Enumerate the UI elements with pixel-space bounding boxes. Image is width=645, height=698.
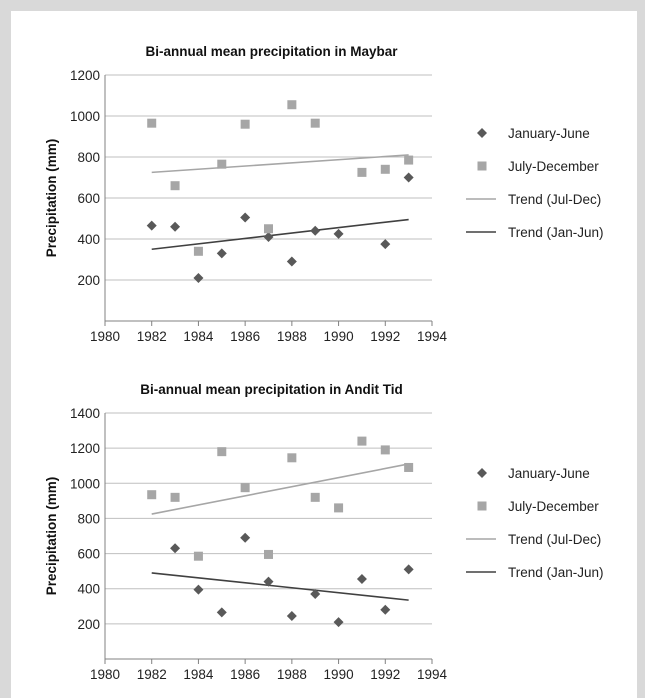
data-point-jul-dec — [310, 118, 320, 128]
data-point-jan-jun — [170, 221, 181, 232]
data-point-jul-dec — [193, 551, 203, 561]
data-point-jul-dec — [240, 483, 250, 493]
x-tick-label: 1994 — [417, 329, 448, 344]
legend-label: Trend (Jul-Dec) — [508, 532, 601, 547]
data-point-jan-jun — [146, 220, 157, 231]
x-tick-label: 1988 — [277, 667, 307, 682]
y-tick-label: 200 — [77, 273, 100, 288]
data-point-jul-dec — [334, 503, 344, 513]
y-tick-label: 1000 — [70, 476, 100, 491]
data-point-jan-jun — [263, 576, 274, 587]
data-point-jul-dec — [380, 164, 390, 174]
legend-label: Trend (Jul-Dec) — [508, 192, 601, 207]
data-point-jan-jun — [216, 248, 227, 259]
x-tick-label: 1980 — [90, 667, 120, 682]
y-tick-label: 600 — [77, 191, 100, 206]
data-point-jan-jun — [333, 228, 344, 239]
data-point-jul-dec — [170, 181, 180, 191]
y-tick-label: 400 — [77, 582, 100, 597]
chart-title: Bi-annual mean precipitation in Andit Ti… — [140, 382, 403, 397]
data-point-jan-jun — [240, 532, 251, 543]
y-tick-label: 1400 — [70, 406, 100, 421]
trend-line-jul-dec — [151, 463, 409, 515]
x-tick-label: 1986 — [230, 667, 260, 682]
data-point-jan-jun — [216, 607, 227, 618]
data-point-jan-jun — [380, 239, 391, 250]
legend-marker-square — [477, 161, 487, 171]
y-axis-label: Precipitation (mm) — [44, 139, 59, 258]
data-point-jan-jun — [263, 231, 274, 242]
data-point-jul-dec — [380, 445, 390, 455]
data-point-jan-jun — [356, 574, 367, 585]
x-tick-label: 1986 — [230, 329, 260, 344]
data-point-jan-jun — [193, 584, 204, 595]
legend-label: Trend (Jan-Jun) — [508, 225, 604, 240]
data-point-jul-dec — [287, 453, 297, 463]
data-point-jul-dec — [170, 492, 180, 502]
trend-line-jul-dec — [151, 154, 409, 174]
data-point-jul-dec — [264, 224, 273, 234]
x-tick-label: 1988 — [277, 329, 307, 344]
legend-label: January-June — [508, 466, 590, 481]
trend-line-jan-jun — [151, 218, 409, 251]
x-tick-label: 1982 — [137, 667, 167, 682]
data-point-jan-jun — [403, 172, 414, 183]
legend: January-June July-December Trend (Jul-Dec)… — [466, 126, 604, 240]
data-point-jul-dec — [147, 118, 157, 128]
y-tick-label: 600 — [77, 547, 100, 562]
data-point-jan-jun — [286, 610, 297, 621]
data-point-jul-dec — [193, 246, 203, 256]
data-point-jan-jun — [240, 212, 251, 223]
data-point-jan-jun — [403, 564, 414, 575]
data-point-jul-dec — [147, 490, 157, 500]
y-tick-label: 1000 — [70, 109, 100, 124]
y-tick-label: 400 — [77, 232, 100, 247]
legend-label: Trend (Jan-Jun) — [508, 565, 604, 580]
data-point-jul-dec — [264, 549, 273, 559]
data-point-jan-jun — [380, 604, 391, 615]
legend-label: July-December — [508, 159, 599, 174]
data-point-jan-jun — [310, 588, 321, 599]
y-tick-label: 1200 — [70, 68, 100, 83]
data-point-jul-dec — [217, 159, 227, 169]
chart-2: Bi-annual mean precipitation in Andit Ti… — [44, 382, 604, 682]
data-point-jan-jun — [310, 225, 321, 236]
trend-line-jan-jun — [151, 572, 409, 601]
data-point-jan-jun — [333, 617, 344, 628]
y-tick-label: 800 — [77, 511, 100, 526]
legend-marker-diamond — [477, 128, 487, 138]
x-tick-label: 1990 — [324, 329, 354, 344]
y-tick-label: 1200 — [70, 441, 100, 456]
chart-1: Bi-annual mean precipitation in Maybar 20… — [44, 44, 604, 344]
y-tick-label: 800 — [77, 150, 100, 165]
data-point-jan-jun — [286, 256, 297, 267]
x-tick-label: 1984 — [183, 667, 214, 682]
legend-marker-diamond — [477, 468, 487, 478]
x-tick-label: 1984 — [183, 329, 214, 344]
data-point-jul-dec — [310, 492, 320, 502]
x-tick-label: 1992 — [370, 329, 400, 344]
data-point-jan-jun — [170, 543, 181, 554]
legend-label: July-December — [508, 499, 599, 514]
data-point-jul-dec — [357, 167, 367, 177]
x-tick-label: 1982 — [137, 329, 167, 344]
data-point-jul-dec — [357, 436, 367, 446]
legend-label: January-June — [508, 126, 590, 141]
x-tick-label: 1980 — [90, 329, 120, 344]
y-axis-label: Precipitation (mm) — [44, 477, 59, 596]
x-tick-label: 1994 — [417, 667, 448, 682]
x-tick-label: 1990 — [324, 667, 354, 682]
data-point-jul-dec — [404, 155, 414, 165]
data-point-jul-dec — [240, 119, 250, 129]
legend: January-June July-December Trend (Jul-Dec)… — [466, 466, 604, 580]
legend-marker-square — [477, 501, 487, 511]
data-point-jan-jun — [193, 272, 204, 283]
data-point-jul-dec — [217, 447, 227, 457]
data-point-jul-dec — [404, 462, 414, 472]
data-point-jul-dec — [287, 100, 297, 110]
chart-title: Bi-annual mean precipitation in Maybar — [145, 44, 398, 59]
y-tick-label: 200 — [77, 617, 100, 632]
x-tick-label: 1992 — [370, 667, 400, 682]
